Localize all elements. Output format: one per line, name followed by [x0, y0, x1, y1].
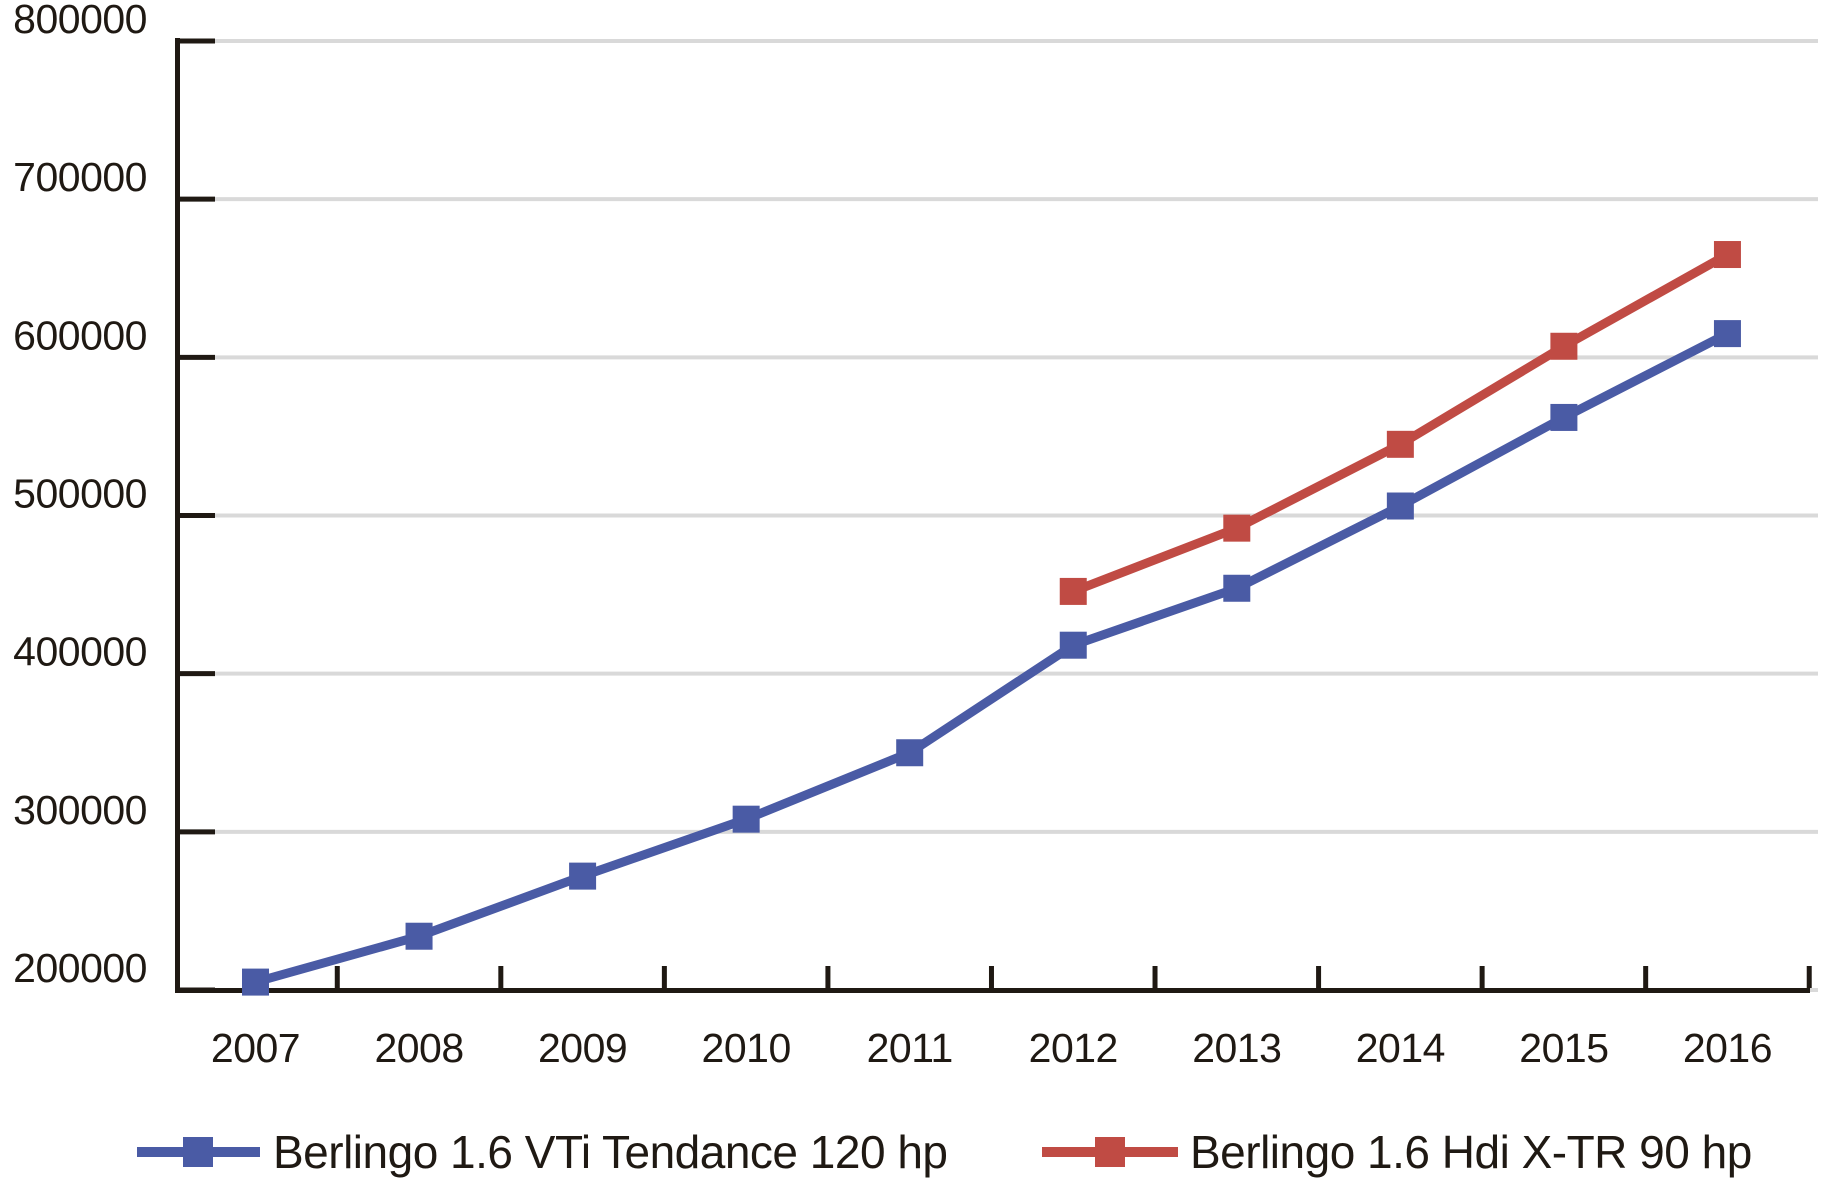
legend-item-blue: Berlingo 1.6 VTi Tendance 120 hp	[137, 1126, 948, 1178]
x-tick-label: 2010	[702, 1025, 791, 1071]
y-tick-label: 800000	[13, 0, 147, 42]
gridlines-group	[215, 39, 1818, 992]
data-point-marker	[1059, 577, 1087, 605]
series-group	[242, 241, 1741, 996]
x-tick-label: 2009	[538, 1025, 627, 1071]
legend-item-red: Berlingo 1.6 Hdi X-TR 90 hp	[1042, 1126, 1752, 1178]
data-point-marker	[1713, 241, 1741, 269]
y-tick-label: 600000	[13, 312, 147, 358]
data-point-marker	[569, 862, 597, 890]
data-point-marker	[1059, 631, 1087, 659]
y-tick-label: 300000	[13, 787, 147, 833]
data-point-marker	[1386, 492, 1414, 520]
y-tick-label: 700000	[13, 154, 147, 200]
x-tick-label: 2012	[1029, 1025, 1118, 1071]
x-tick-label: 2007	[211, 1025, 300, 1071]
axes-group	[175, 38, 1812, 993]
legend-square-marker-blue	[183, 1137, 213, 1167]
legend-square-marker-red	[1095, 1137, 1125, 1167]
data-point-marker	[242, 968, 269, 996]
y-tick-label: 500000	[13, 471, 147, 517]
y-tick-label: 400000	[13, 629, 147, 675]
x-tick-label: 2016	[1683, 1025, 1772, 1071]
data-point-marker	[1223, 574, 1251, 602]
data-point-marker	[732, 805, 760, 833]
data-point-marker	[1386, 430, 1414, 458]
legend: Berlingo 1.6 VTi Tendance 120 hp Berling…	[137, 1126, 1752, 1178]
data-point-marker	[1550, 332, 1578, 360]
data-point-marker	[405, 922, 433, 950]
y-axis-tick-labels: 200000 300000 400000 500000 600000 700000 8000…	[13, 0, 147, 991]
x-tick-label: 2015	[1519, 1025, 1608, 1071]
data-point-marker	[1223, 514, 1251, 542]
series-line-0	[254, 329, 1730, 987]
series-line-1	[1071, 250, 1730, 596]
x-axis-tick-labels: 2007 2008 2009 2010 2011 2012 2013 2014 2015 2016	[211, 1025, 1773, 1071]
legend-label-blue: Berlingo 1.6 VTi Tendance 120 hp	[273, 1126, 948, 1178]
x-tick-label: 2013	[1192, 1025, 1281, 1071]
data-point-marker	[1550, 403, 1578, 431]
data-point-marker	[1713, 320, 1741, 348]
x-tick-label: 2014	[1356, 1025, 1445, 1071]
y-tick-label: 200000	[13, 945, 147, 991]
data-point-marker	[896, 739, 924, 767]
x-tick-label: 2008	[374, 1025, 463, 1071]
x-tick-label: 2011	[867, 1025, 953, 1071]
legend-label-red: Berlingo 1.6 Hdi X-TR 90 hp	[1190, 1126, 1752, 1178]
